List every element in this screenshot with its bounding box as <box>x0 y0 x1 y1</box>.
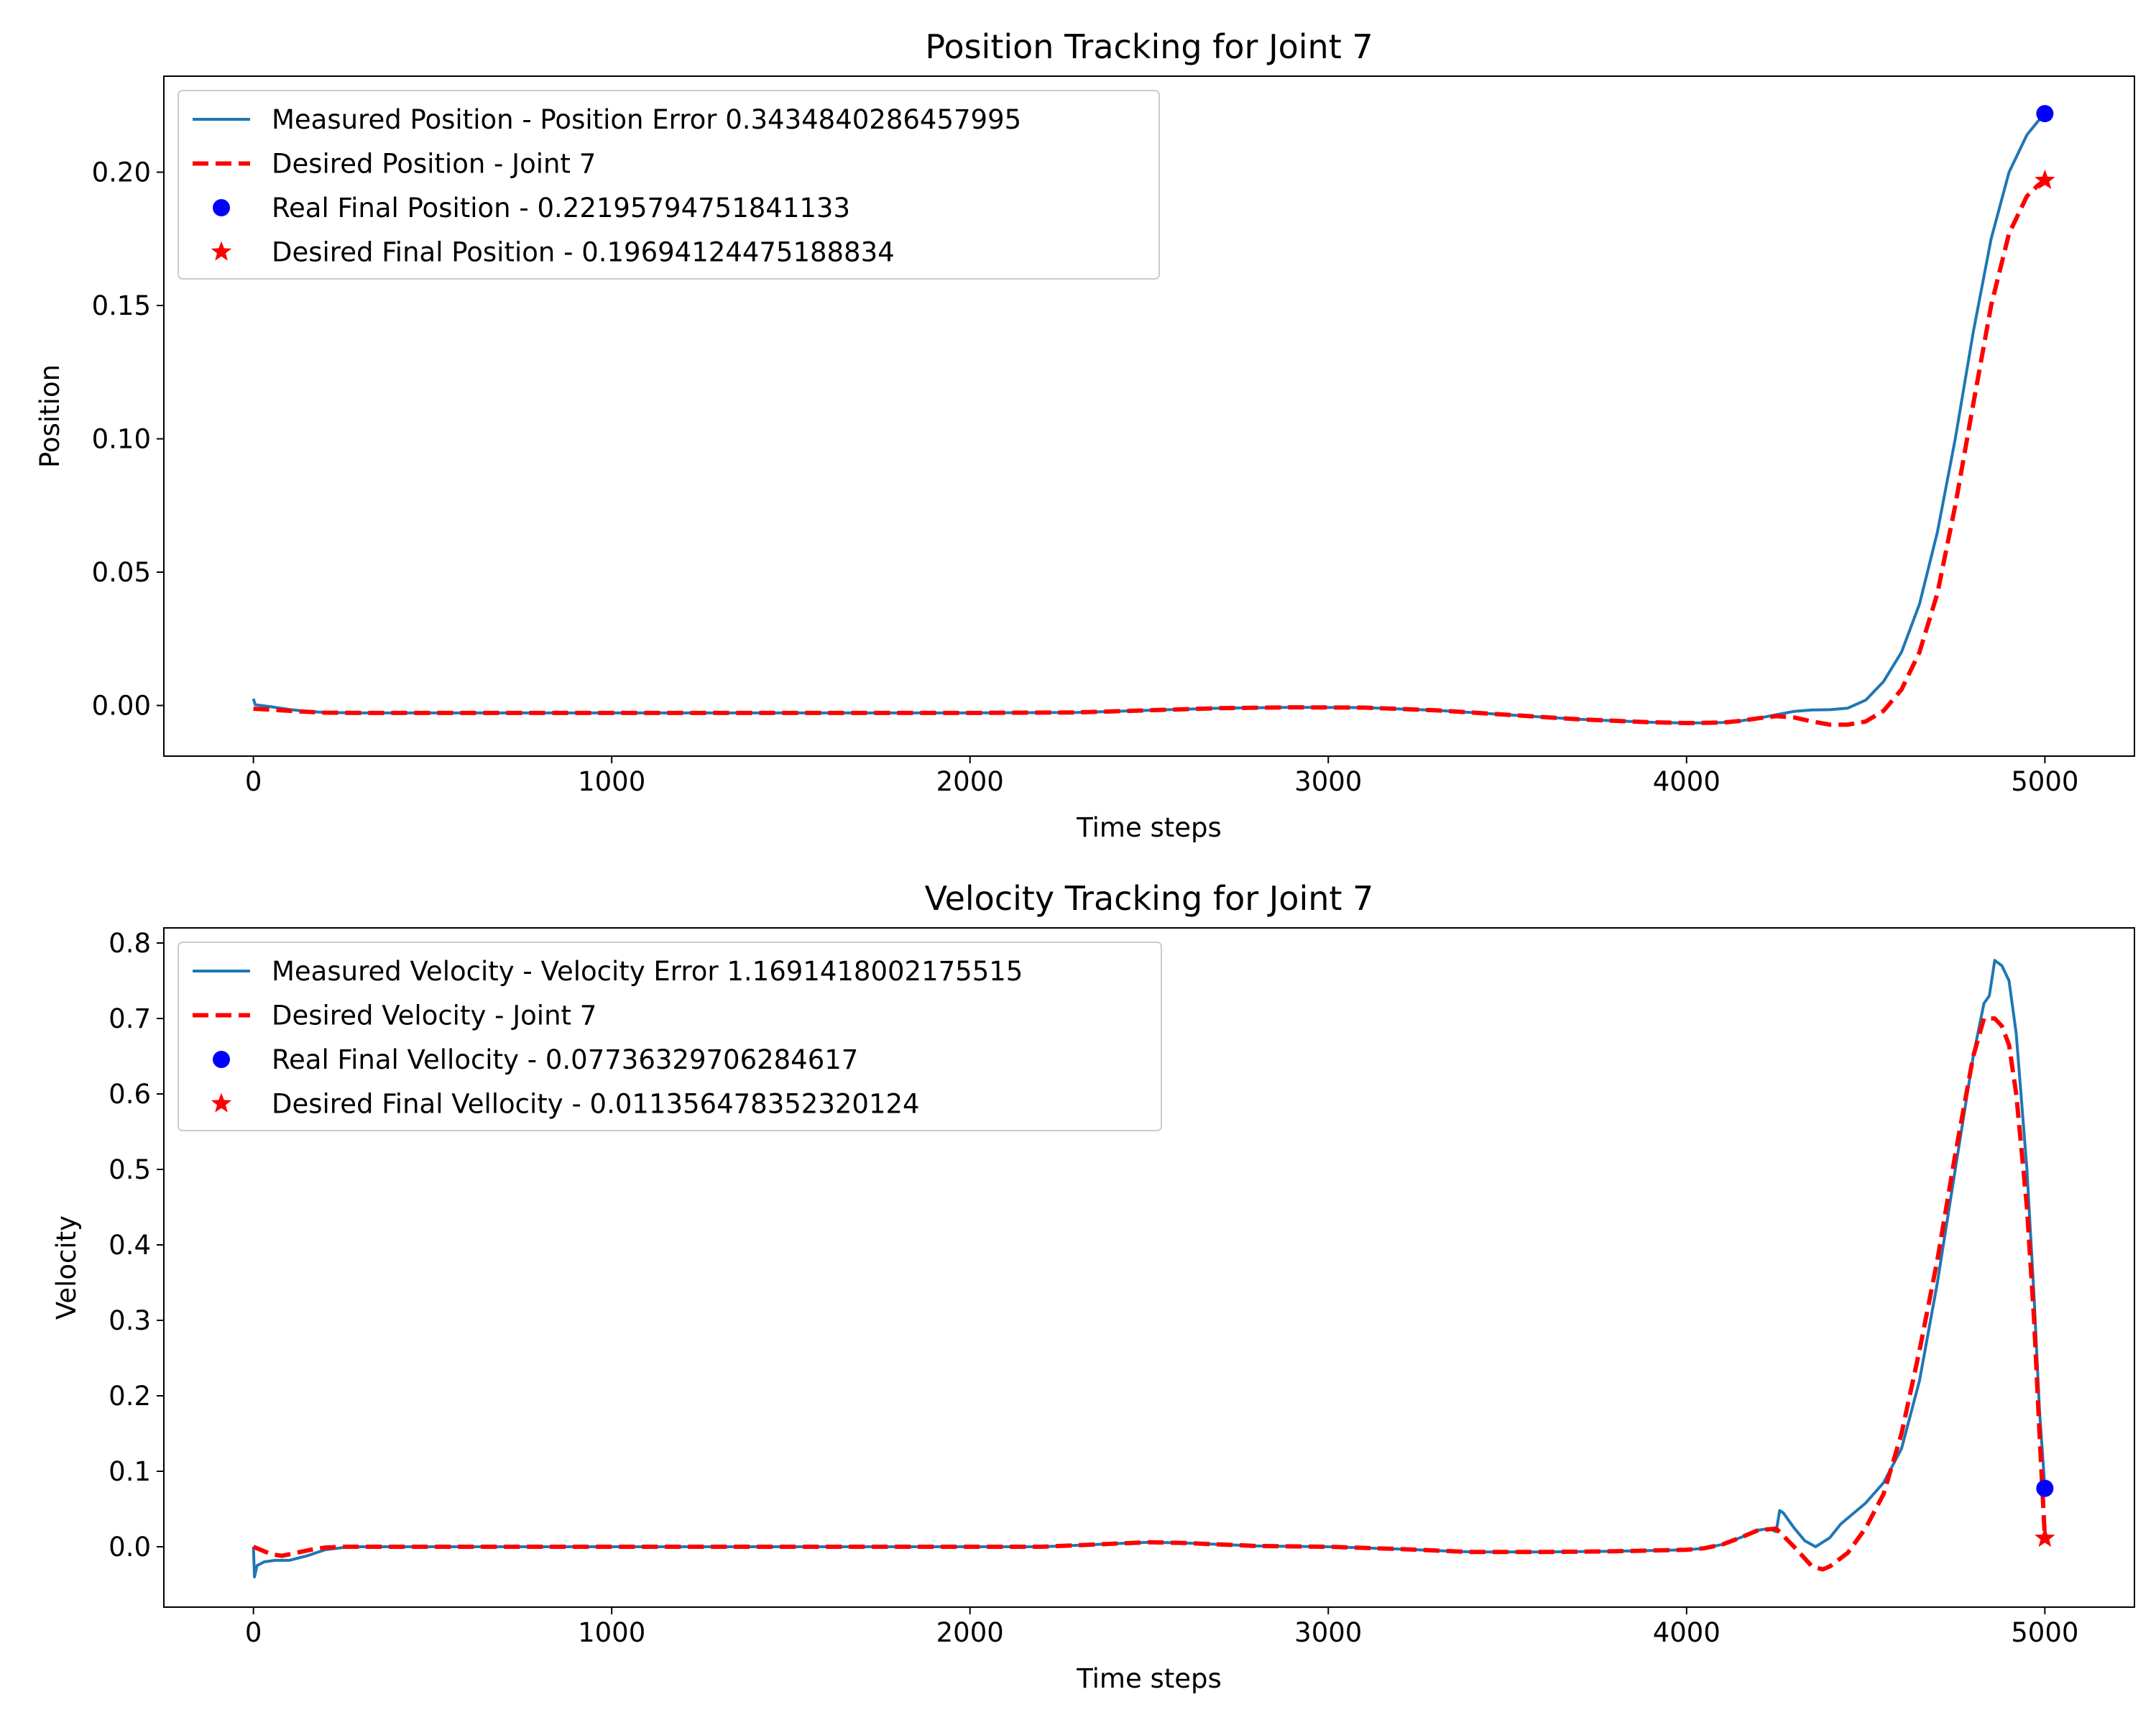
legend-handle-circle <box>213 199 230 216</box>
x-axis-label: Time steps <box>1076 1663 1222 1694</box>
legend-handle-star <box>211 241 232 261</box>
legend-label: Real Final Vellocity - 0.077363297062846… <box>272 1044 858 1075</box>
legend-label: Real Final Position - 0.2219579475184113… <box>272 193 850 224</box>
legend-handle-circle <box>213 1051 230 1068</box>
y-tick-label: 0.15 <box>92 290 151 321</box>
desired-series-line <box>252 1016 2047 1572</box>
x-tick-label: 1000 <box>578 766 645 797</box>
x-tick-label: 1000 <box>578 1617 645 1648</box>
final-value-marker-star <box>2035 1527 2055 1547</box>
y-tick-label: 0.20 <box>92 157 151 188</box>
legend-label: Measured Position - Position Error 0.343… <box>272 104 1021 135</box>
plot-frame <box>163 75 2135 757</box>
x-tick-label: 5000 <box>2011 766 2078 797</box>
legend-box <box>178 90 1160 280</box>
x-tick-label: 4000 <box>1653 1617 1720 1648</box>
x-tick-label: 2000 <box>936 766 1004 797</box>
chart-title: Velocity Tracking for Joint 7 <box>925 879 1374 918</box>
desired-series-line <box>253 178 2047 727</box>
legend-label: Desired Position - Joint 7 <box>272 149 596 180</box>
x-tick-label: 0 <box>245 1617 262 1648</box>
final-value-marker-star <box>2035 169 2055 189</box>
legend: Measured Velocity - Velocity Error 1.169… <box>178 942 1162 1131</box>
y-tick-label: 0.10 <box>92 424 151 455</box>
final-value-marker-circle <box>2036 1479 2054 1497</box>
x-tick-label: 5000 <box>2011 1617 2078 1648</box>
y-tick-label: 0.1 <box>109 1456 151 1487</box>
x-tick-label: 2000 <box>936 1617 1004 1648</box>
x-axis-label: Time steps <box>1076 812 1222 843</box>
y-axis-label: Position <box>34 364 65 468</box>
y-tick-label: 0.2 <box>109 1381 151 1412</box>
y-tick-label: 0.3 <box>109 1305 151 1336</box>
x-tick-label: 3000 <box>1294 1617 1362 1648</box>
x-tick-label: 0 <box>245 766 262 797</box>
chart-title: Position Tracking for Joint 7 <box>925 27 1373 66</box>
y-tick-label: 0.05 <box>92 557 151 588</box>
x-tick-label: 4000 <box>1653 766 1720 797</box>
chart-panel-1: Position Tracking for Joint 7 0 1000 2000 30… <box>34 27 2135 843</box>
y-tick-label: 0.6 <box>109 1079 151 1110</box>
legend-label: Measured Velocity - Velocity Error 1.169… <box>272 956 1023 987</box>
y-tick-label: 0.4 <box>109 1230 151 1261</box>
chart-panel-2: Velocity Tracking for Joint 7 0 1000 2000 30… <box>51 879 2135 1694</box>
y-tick-label: 0.0 <box>109 1532 151 1563</box>
x-tick-label: 3000 <box>1294 766 1362 797</box>
legend-handle-star <box>211 1092 232 1113</box>
plot-area <box>252 112 2047 727</box>
y-axis-label: Velocity <box>51 1215 82 1320</box>
final-value-marker-circle <box>2036 105 2054 123</box>
y-tick-label: 0.5 <box>109 1154 151 1185</box>
y-tick-label: 0.8 <box>109 928 151 959</box>
legend-box <box>178 942 1162 1131</box>
legend-label: Desired Velocity - Joint 7 <box>272 1000 596 1031</box>
plot-frame <box>163 927 2135 1608</box>
y-tick-label: 0.00 <box>92 691 151 722</box>
legend: Measured Position - Position Error 0.343… <box>178 90 1160 280</box>
plot-area <box>252 959 2047 1578</box>
measured-series-line <box>252 959 2047 1578</box>
y-tick-label: 0.7 <box>109 1003 151 1034</box>
legend-label: Desired Final Position - 0.1969412447518… <box>272 237 895 268</box>
legend-label: Desired Final Vellocity - 0.011356478352… <box>272 1089 920 1120</box>
